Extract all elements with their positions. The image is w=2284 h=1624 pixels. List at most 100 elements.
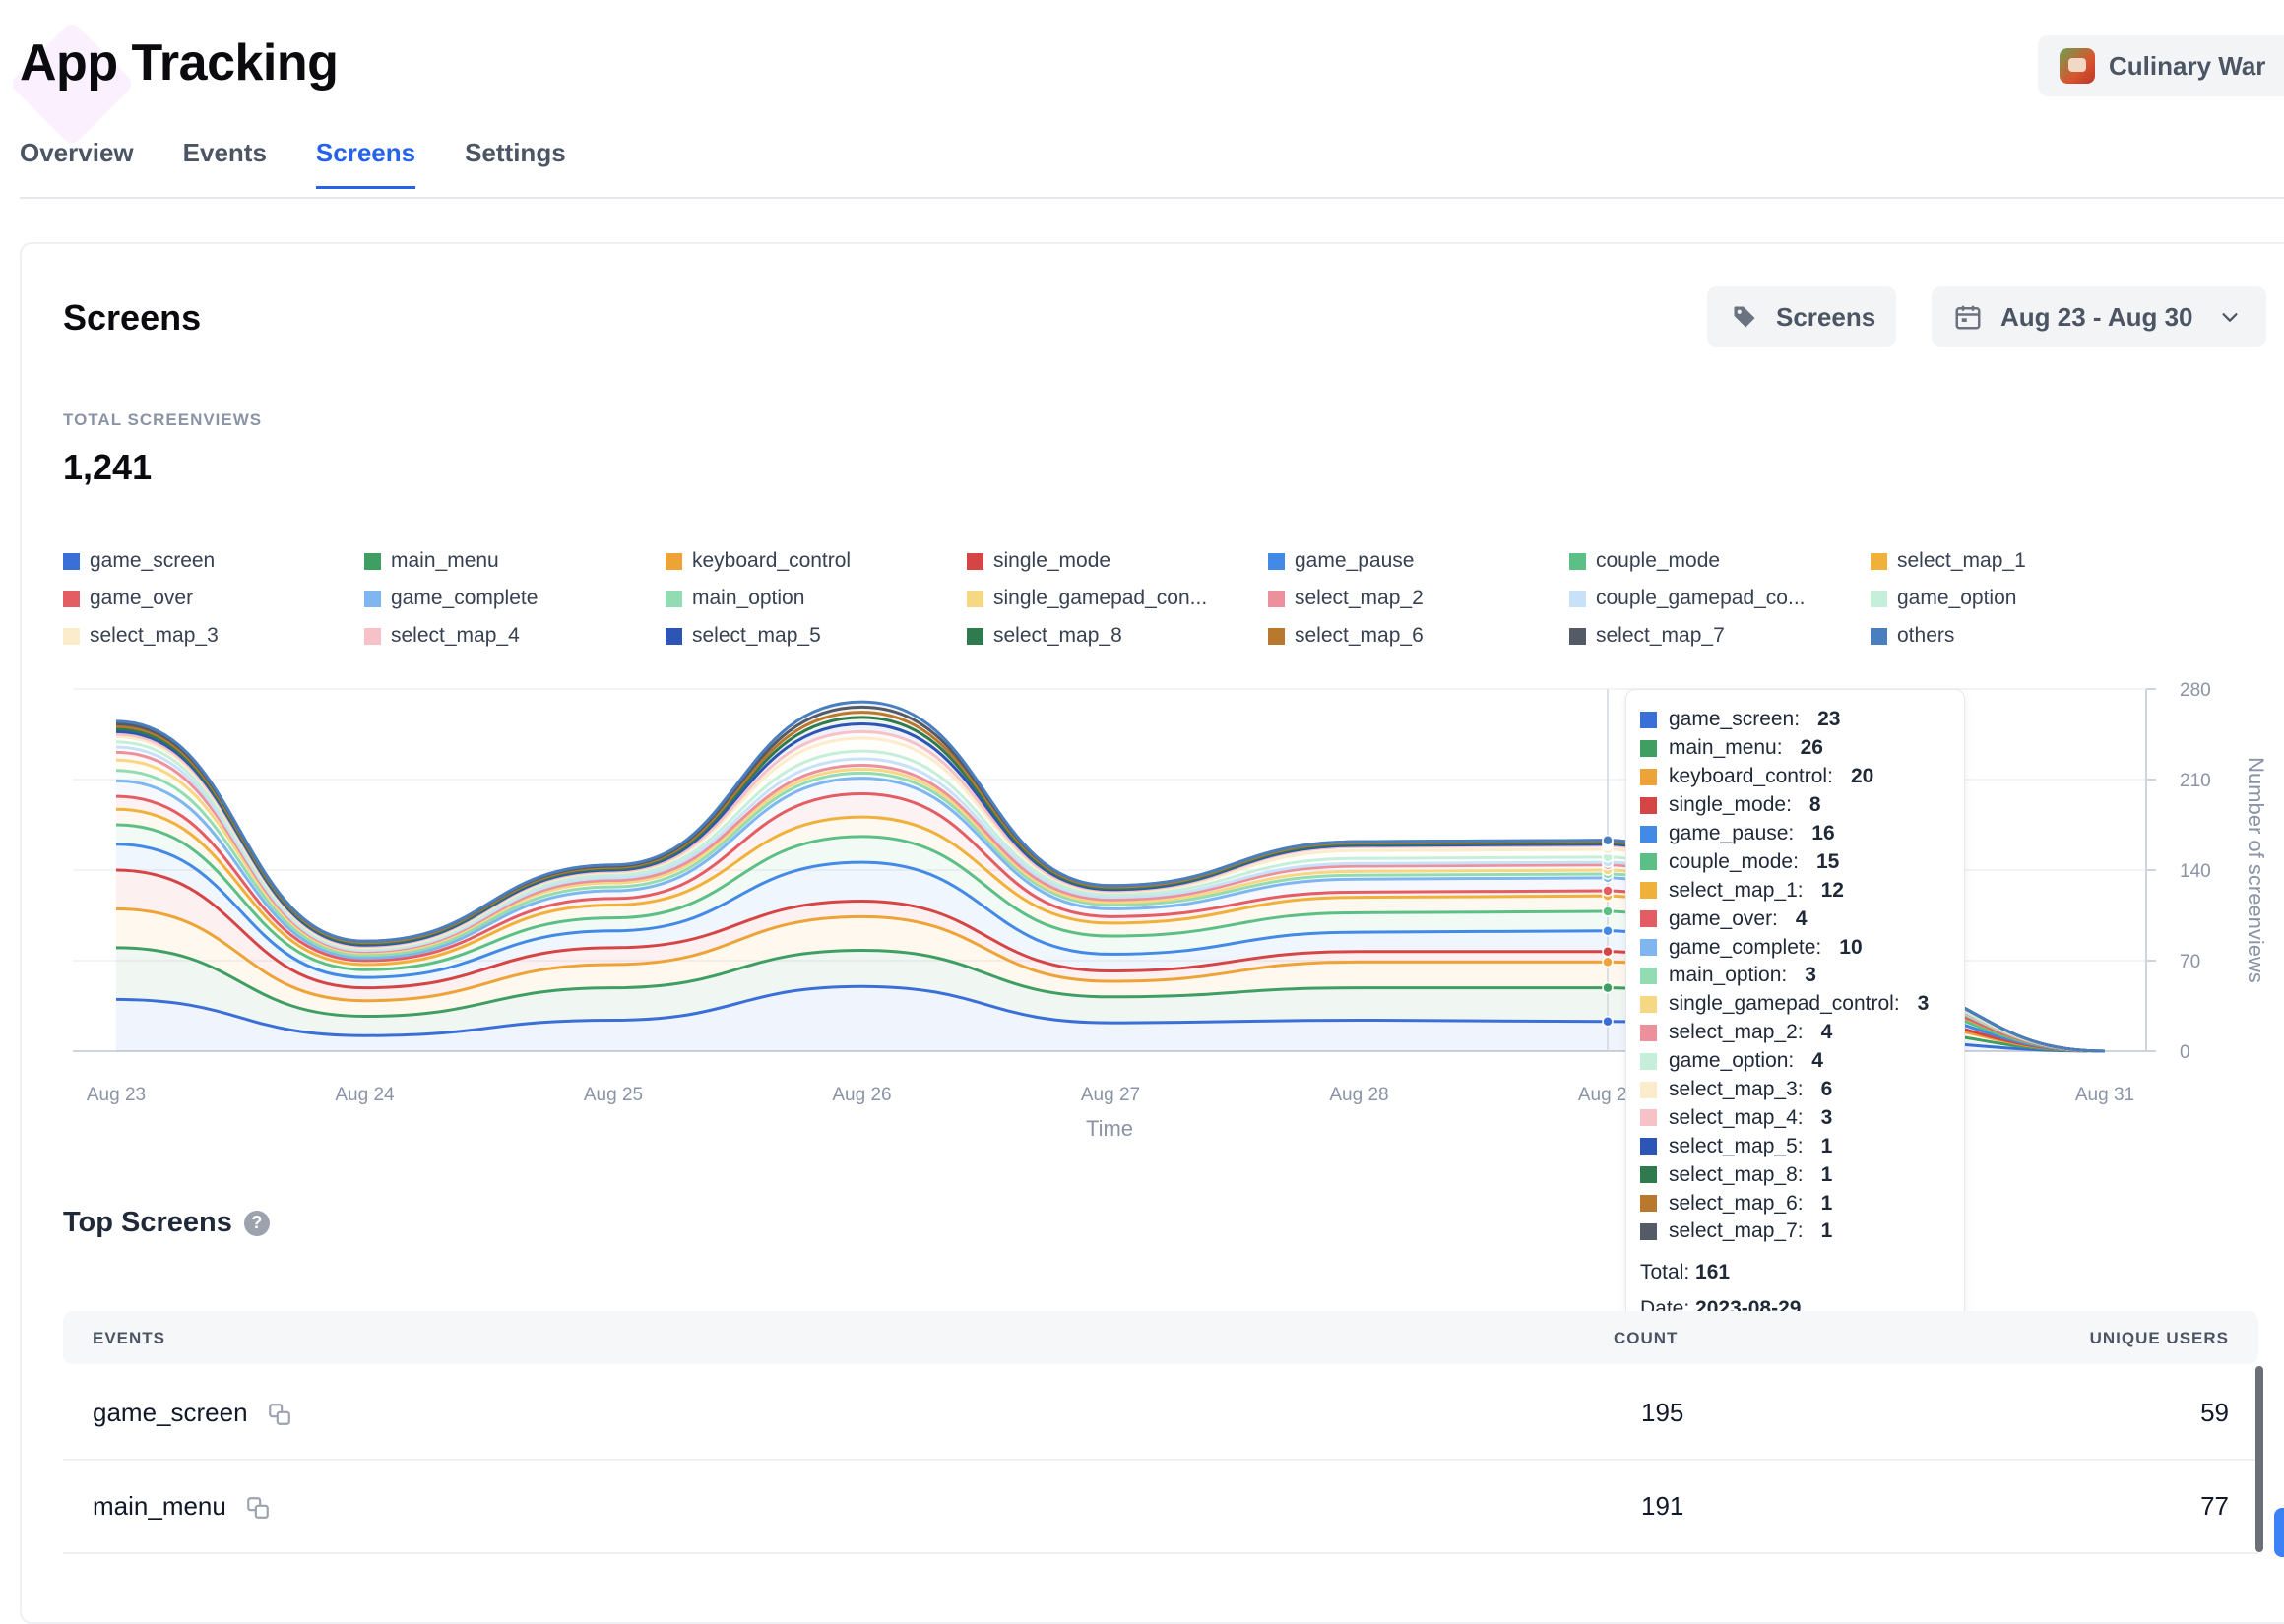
hover-point-couple_mode <box>1602 906 1614 917</box>
total-screenviews-value: 1,241 <box>63 447 153 487</box>
column-header-unique-users[interactable]: UNIQUE USERS <box>2089 1329 2229 1347</box>
tooltip-swatch <box>1640 967 1657 984</box>
column-header-count[interactable]: COUNT <box>1614 1329 1679 1347</box>
legend-swatch <box>967 627 983 645</box>
chart-tooltip: game_screen: 23 main_menu: 26 keyboard_contr… <box>1625 689 1965 1331</box>
legend-item[interactable]: main_menu <box>364 547 666 575</box>
tooltip-rows: game_screen: 23 main_menu: 26 keyboard_contr… <box>1640 706 1950 1246</box>
x-tick-label: Aug 26 <box>832 1085 891 1105</box>
legend-item[interactable]: game_pause <box>1268 547 1569 575</box>
legend-item[interactable]: select_map_6 <box>1268 622 1569 650</box>
legend-swatch <box>63 627 80 645</box>
legend-label: main_option <box>692 587 805 609</box>
app-switcher[interactable]: Culinary War <box>2038 35 2284 96</box>
date-range-label: Aug 23 - Aug 30 <box>2000 301 2193 332</box>
tooltip-swatch <box>1640 739 1657 757</box>
top-screens-heading: Top Screens ? <box>63 1207 270 1239</box>
legend-swatch <box>1569 590 1586 607</box>
tooltip-row: game_screen: 23 <box>1640 706 1950 734</box>
tooltip-row: select_map_5: 1 <box>1640 1132 1950 1160</box>
tooltip-value: 6 <box>1820 1078 1833 1101</box>
unique-users-cell: 59 <box>2200 1398 2229 1427</box>
legend-swatch <box>1569 627 1586 645</box>
hover-point-game_over <box>1602 885 1614 897</box>
tooltip-swatch <box>1640 853 1657 871</box>
total-screenviews-label: TOTAL SCREENVIEWS <box>63 410 263 429</box>
legend-item[interactable]: select_map_1 <box>1871 547 2172 575</box>
tooltip-row: game_over: 4 <box>1640 905 1950 933</box>
legend-item[interactable]: select_map_2 <box>1268 585 1569 612</box>
app-name: Culinary War <box>2109 50 2266 81</box>
help-widget-button[interactable] <box>2274 1508 2284 1557</box>
legend-label: game_complete <box>391 587 539 609</box>
copy-icon[interactable] <box>267 1402 292 1427</box>
tooltip-swatch <box>1640 1109 1657 1127</box>
tab-settings[interactable]: Settings <box>465 138 566 167</box>
tooltip-label: select_map_5: <box>1669 1134 1804 1157</box>
screens-filter-button[interactable]: Screens <box>1707 286 1896 347</box>
tooltip-row: select_map_1: 12 <box>1640 876 1950 905</box>
tooltip-label: single_mode: <box>1669 793 1792 817</box>
series-area-select_map_1 <box>116 809 2105 1051</box>
legend-item[interactable]: game_option <box>1871 585 2172 612</box>
x-tick-label: Aug 24 <box>335 1085 395 1105</box>
copy-icon[interactable] <box>245 1495 271 1521</box>
tab-overview[interactable]: Overview <box>20 138 134 167</box>
legend-swatch <box>1871 590 1887 607</box>
legend-item[interactable]: game_over <box>63 585 364 612</box>
legend-item[interactable]: others <box>1871 622 2172 650</box>
legend-swatch <box>63 552 80 570</box>
column-header-events[interactable]: EVENTS <box>93 1329 166 1347</box>
legend-label: select_map_5 <box>692 624 821 647</box>
legend-item[interactable]: single_gamepad_con... <box>967 585 1268 612</box>
hover-point-game_screen <box>1602 1016 1614 1028</box>
tooltip-label: keyboard_control: <box>1669 765 1833 788</box>
tooltip-value: 16 <box>1811 822 1835 844</box>
x-tick-label: Aug 28 <box>1329 1085 1388 1105</box>
legend-label: single_gamepad_con... <box>993 587 1208 609</box>
legend-label: game_pause <box>1295 549 1415 572</box>
tooltip-row: select_map_4: 3 <box>1640 1103 1950 1132</box>
y-tick-label: 210 <box>2180 771 2211 791</box>
event-name: main_menu <box>93 1491 226 1521</box>
tab-screens[interactable]: Screens <box>315 138 416 189</box>
table-header: EVENTS COUNT UNIQUE USERS <box>63 1311 2258 1364</box>
legend-label: others <box>1897 624 1955 647</box>
page-title: App Tracking <box>20 34 339 92</box>
hover-point-single_mode <box>1602 946 1614 958</box>
tooltip-label: main_menu: <box>1669 736 1783 760</box>
hover-point-others <box>1602 835 1614 846</box>
legend-item[interactable]: select_map_8 <box>967 622 1268 650</box>
legend-item[interactable]: game_complete <box>364 585 666 612</box>
tooltip-swatch <box>1640 995 1657 1013</box>
legend-item[interactable]: game_screen <box>63 547 364 575</box>
legend-item[interactable]: couple_mode <box>1569 547 1871 575</box>
date-range-picker[interactable]: Aug 23 - Aug 30 <box>1932 286 2266 347</box>
legend-item[interactable]: keyboard_control <box>666 547 967 575</box>
legend-label: select_map_8 <box>993 624 1122 647</box>
legend-item[interactable]: main_option <box>666 585 967 612</box>
tooltip-total-value: 161 <box>1695 1260 1731 1283</box>
legend-item[interactable]: select_map_3 <box>63 622 364 650</box>
table-scrollbar[interactable] <box>2255 1366 2263 1552</box>
help-circle-icon[interactable]: ? <box>243 1210 270 1236</box>
tooltip-label: couple_mode: <box>1669 849 1799 873</box>
legend-item[interactable]: select_map_5 <box>666 622 967 650</box>
tab-events[interactable]: Events <box>182 138 267 167</box>
tooltip-label: game_pause: <box>1669 822 1795 844</box>
table-row[interactable]: main_menu 191 77 <box>63 1460 2258 1554</box>
tooltip-label: select_map_2: <box>1669 1021 1804 1044</box>
tooltip-row: game_complete: 10 <box>1640 933 1950 962</box>
tooltip-row: select_map_2: 4 <box>1640 1019 1950 1047</box>
legend-label: single_mode <box>993 549 1111 572</box>
legend-item[interactable]: single_mode <box>967 547 1268 575</box>
legend-item[interactable]: select_map_4 <box>364 622 666 650</box>
y-tick-label: 280 <box>2180 680 2211 701</box>
legend-item[interactable]: select_map_7 <box>1569 622 1871 650</box>
table-row[interactable]: game_screen 195 59 <box>63 1366 2258 1461</box>
y-tick-label: 0 <box>2180 1042 2190 1063</box>
y-tick-label: 70 <box>2180 952 2200 972</box>
legend-item[interactable]: couple_gamepad_co... <box>1569 585 1871 612</box>
unique-users-cell: 77 <box>2200 1491 2229 1521</box>
legend-label: game_screen <box>90 549 216 572</box>
